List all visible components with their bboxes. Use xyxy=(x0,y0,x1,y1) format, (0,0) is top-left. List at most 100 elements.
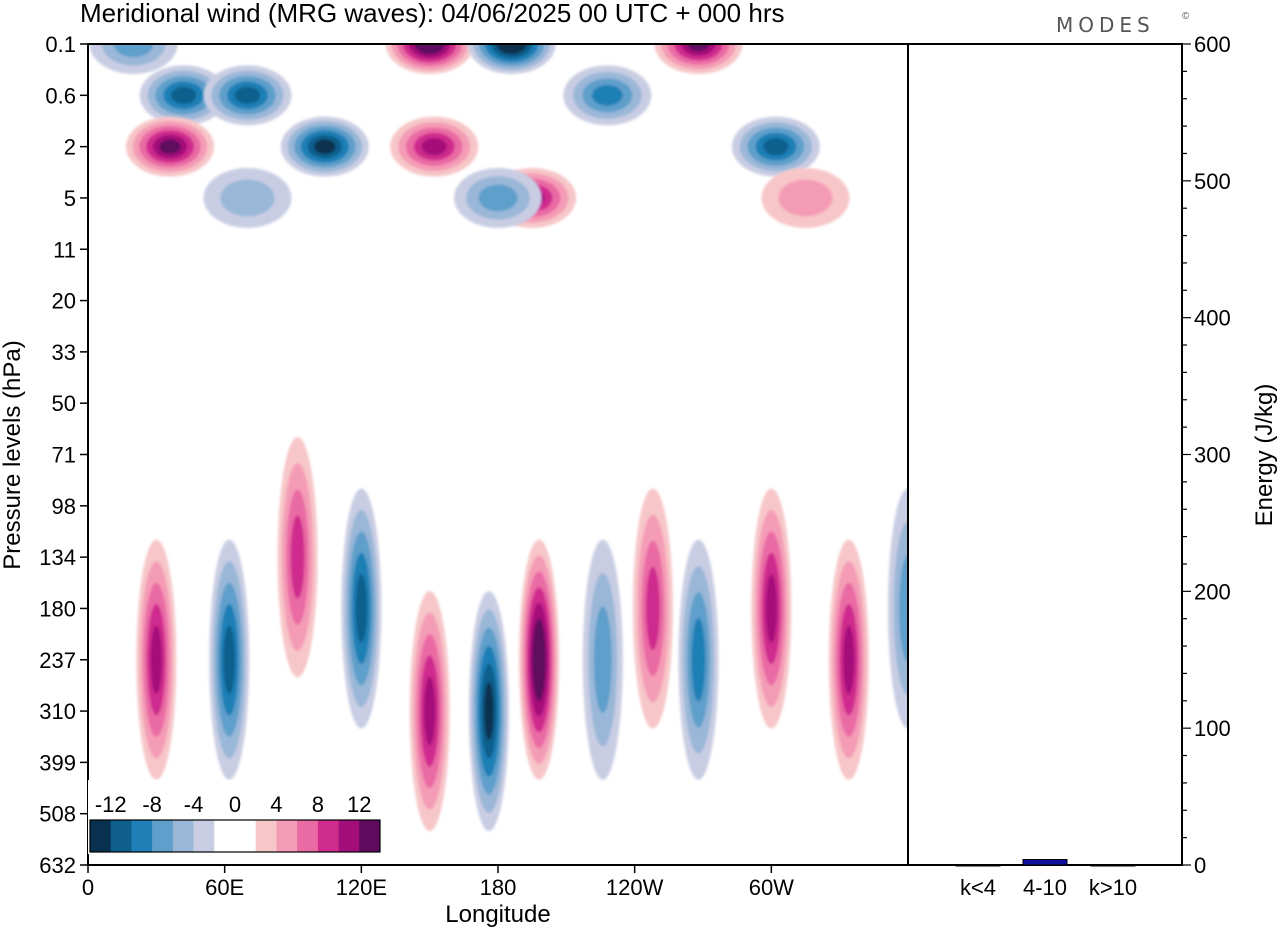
y-tick-label: 50 xyxy=(52,391,76,416)
y-tick-label: 20 xyxy=(52,289,76,314)
heatmap-contour-band xyxy=(843,625,855,695)
heatmap-cell xyxy=(390,116,479,177)
heatmap-cell xyxy=(277,437,318,678)
energy-tick-label: 200 xyxy=(1194,579,1231,604)
colorbar: -12 -8 -4 0 4 8 12 xyxy=(88,780,382,854)
colorbar-frame xyxy=(89,819,381,853)
y-tick-label: 237 xyxy=(39,648,76,673)
heatmap-cell xyxy=(209,539,250,780)
energy-bars xyxy=(955,859,1136,867)
heatmap-cell xyxy=(136,539,177,780)
energy-categories: k<4 4-10 k>10 xyxy=(960,875,1137,900)
heatmap-contour-band xyxy=(691,618,706,702)
x-tick-label: 180 xyxy=(480,875,517,900)
colorbar-swatch xyxy=(110,820,132,852)
heatmap-contour-band xyxy=(150,625,163,695)
heatmap-cell xyxy=(126,116,214,177)
y-axis-label: Pressure levels (hPa) xyxy=(0,340,26,569)
y-tick-label: 134 xyxy=(39,545,76,570)
heatmap-cell xyxy=(203,65,292,126)
y-tick-label: 71 xyxy=(52,443,76,468)
energy-category-label: k<4 xyxy=(960,875,996,900)
modes-logo: MODES xyxy=(1056,13,1155,37)
heatmap-cell xyxy=(563,65,652,126)
heatmap-cell xyxy=(632,488,673,729)
heatmap-cell xyxy=(678,539,719,780)
y-tick-label: 180 xyxy=(39,596,76,621)
energy-bar xyxy=(1090,864,1136,867)
y-tick-label: 508 xyxy=(39,802,76,827)
energy-axis-label: Energy (J/kg) xyxy=(1251,384,1278,527)
heatmap-cell xyxy=(89,44,178,74)
heatmap-cell xyxy=(454,167,542,228)
heatmap-contour-band xyxy=(593,606,612,714)
heatmap-cell xyxy=(731,116,820,177)
colorbar-label: -4 xyxy=(184,792,204,817)
heatmap-contour-band xyxy=(592,84,623,106)
colorbar-label: -12 xyxy=(95,792,127,817)
colorbar-swatch xyxy=(338,820,360,852)
chart-title: Meridional wind (MRG waves): 04/06/2025 … xyxy=(80,0,785,28)
heatmap-contour-band xyxy=(314,139,336,154)
y-tick-label: 5 xyxy=(64,186,76,211)
y-tick-label: 0.1 xyxy=(45,32,76,57)
heatmap-cell xyxy=(280,116,369,177)
heatmap-contour-band xyxy=(290,515,305,599)
heatmap-cell xyxy=(341,488,382,729)
energy-tick-label: 600 xyxy=(1194,32,1231,57)
heatmap-cell xyxy=(519,539,559,780)
longitude-axis: 0 60E 120E 180 120W 60W xyxy=(82,865,794,900)
colorbar-swatch xyxy=(193,820,215,852)
y-tick-label: 98 xyxy=(52,494,76,519)
y-tick-label: 33 xyxy=(52,340,76,365)
x-tick-label: 60W xyxy=(749,875,794,900)
colorbar-label: -8 xyxy=(142,792,162,817)
heatmap-contour-band xyxy=(502,44,521,51)
colorbar-swatch xyxy=(90,820,112,852)
x-tick-label: 120W xyxy=(606,875,664,900)
colorbar-swatch xyxy=(131,820,153,852)
heatmap-contour-band xyxy=(421,138,447,156)
colorbar-label: 0 xyxy=(229,792,241,817)
y-tick-label: 632 xyxy=(39,853,76,878)
heatmap-cell xyxy=(582,539,623,780)
energy-tick-label: 500 xyxy=(1194,169,1231,194)
heatmap-contour-band xyxy=(534,634,544,686)
colorbar-swatch xyxy=(214,820,236,852)
energy-panel-frame xyxy=(907,43,1183,866)
x-tick-label: 120E xyxy=(336,875,387,900)
energy-tick-label: 400 xyxy=(1194,306,1231,331)
heatmap-cell xyxy=(409,591,450,832)
heatmap-contour-band xyxy=(159,139,181,154)
x-tick-label: 0 xyxy=(82,875,94,900)
heatmap-contour-band xyxy=(899,555,908,662)
pressure-axis: 0.1 0.6 2 5 11 20 33 50 71 98 134 180 237 310 399 508 63… xyxy=(39,32,88,878)
heatmap-cell xyxy=(203,167,292,228)
energy-tick-label: 300 xyxy=(1194,443,1231,468)
colorbar-swatch xyxy=(235,820,257,852)
heatmap-cell xyxy=(761,167,850,228)
heatmap-contour-band xyxy=(484,681,494,741)
heatmap-contour-band xyxy=(478,184,518,212)
heatmap-cell xyxy=(139,65,228,126)
colorbar-label: 4 xyxy=(270,792,282,817)
energy-tick-label: 100 xyxy=(1194,716,1231,741)
heatmap-contour-band xyxy=(420,44,439,51)
heatmap-cell xyxy=(385,44,474,74)
heatmap-contour-band xyxy=(687,44,710,52)
energy-axis: 0 100 200 300 400 500 600 xyxy=(1182,32,1231,878)
x-axis-label: Longitude xyxy=(445,901,550,928)
colorbar-label: 8 xyxy=(312,792,324,817)
heatmap-cell xyxy=(888,488,908,729)
colorbar-swatch xyxy=(276,820,298,852)
heatmap-contour-band xyxy=(355,574,368,643)
y-tick-label: 0.6 xyxy=(45,83,76,108)
heatmap-cell xyxy=(468,591,509,832)
heatmap-cell xyxy=(654,44,743,74)
y-tick-label: 11 xyxy=(53,237,76,262)
colorbar-swatch xyxy=(297,820,319,852)
heatmap-contour-band xyxy=(171,86,197,104)
heatmap-contour-band xyxy=(423,676,436,746)
energy-category-label: k>10 xyxy=(1089,875,1137,900)
